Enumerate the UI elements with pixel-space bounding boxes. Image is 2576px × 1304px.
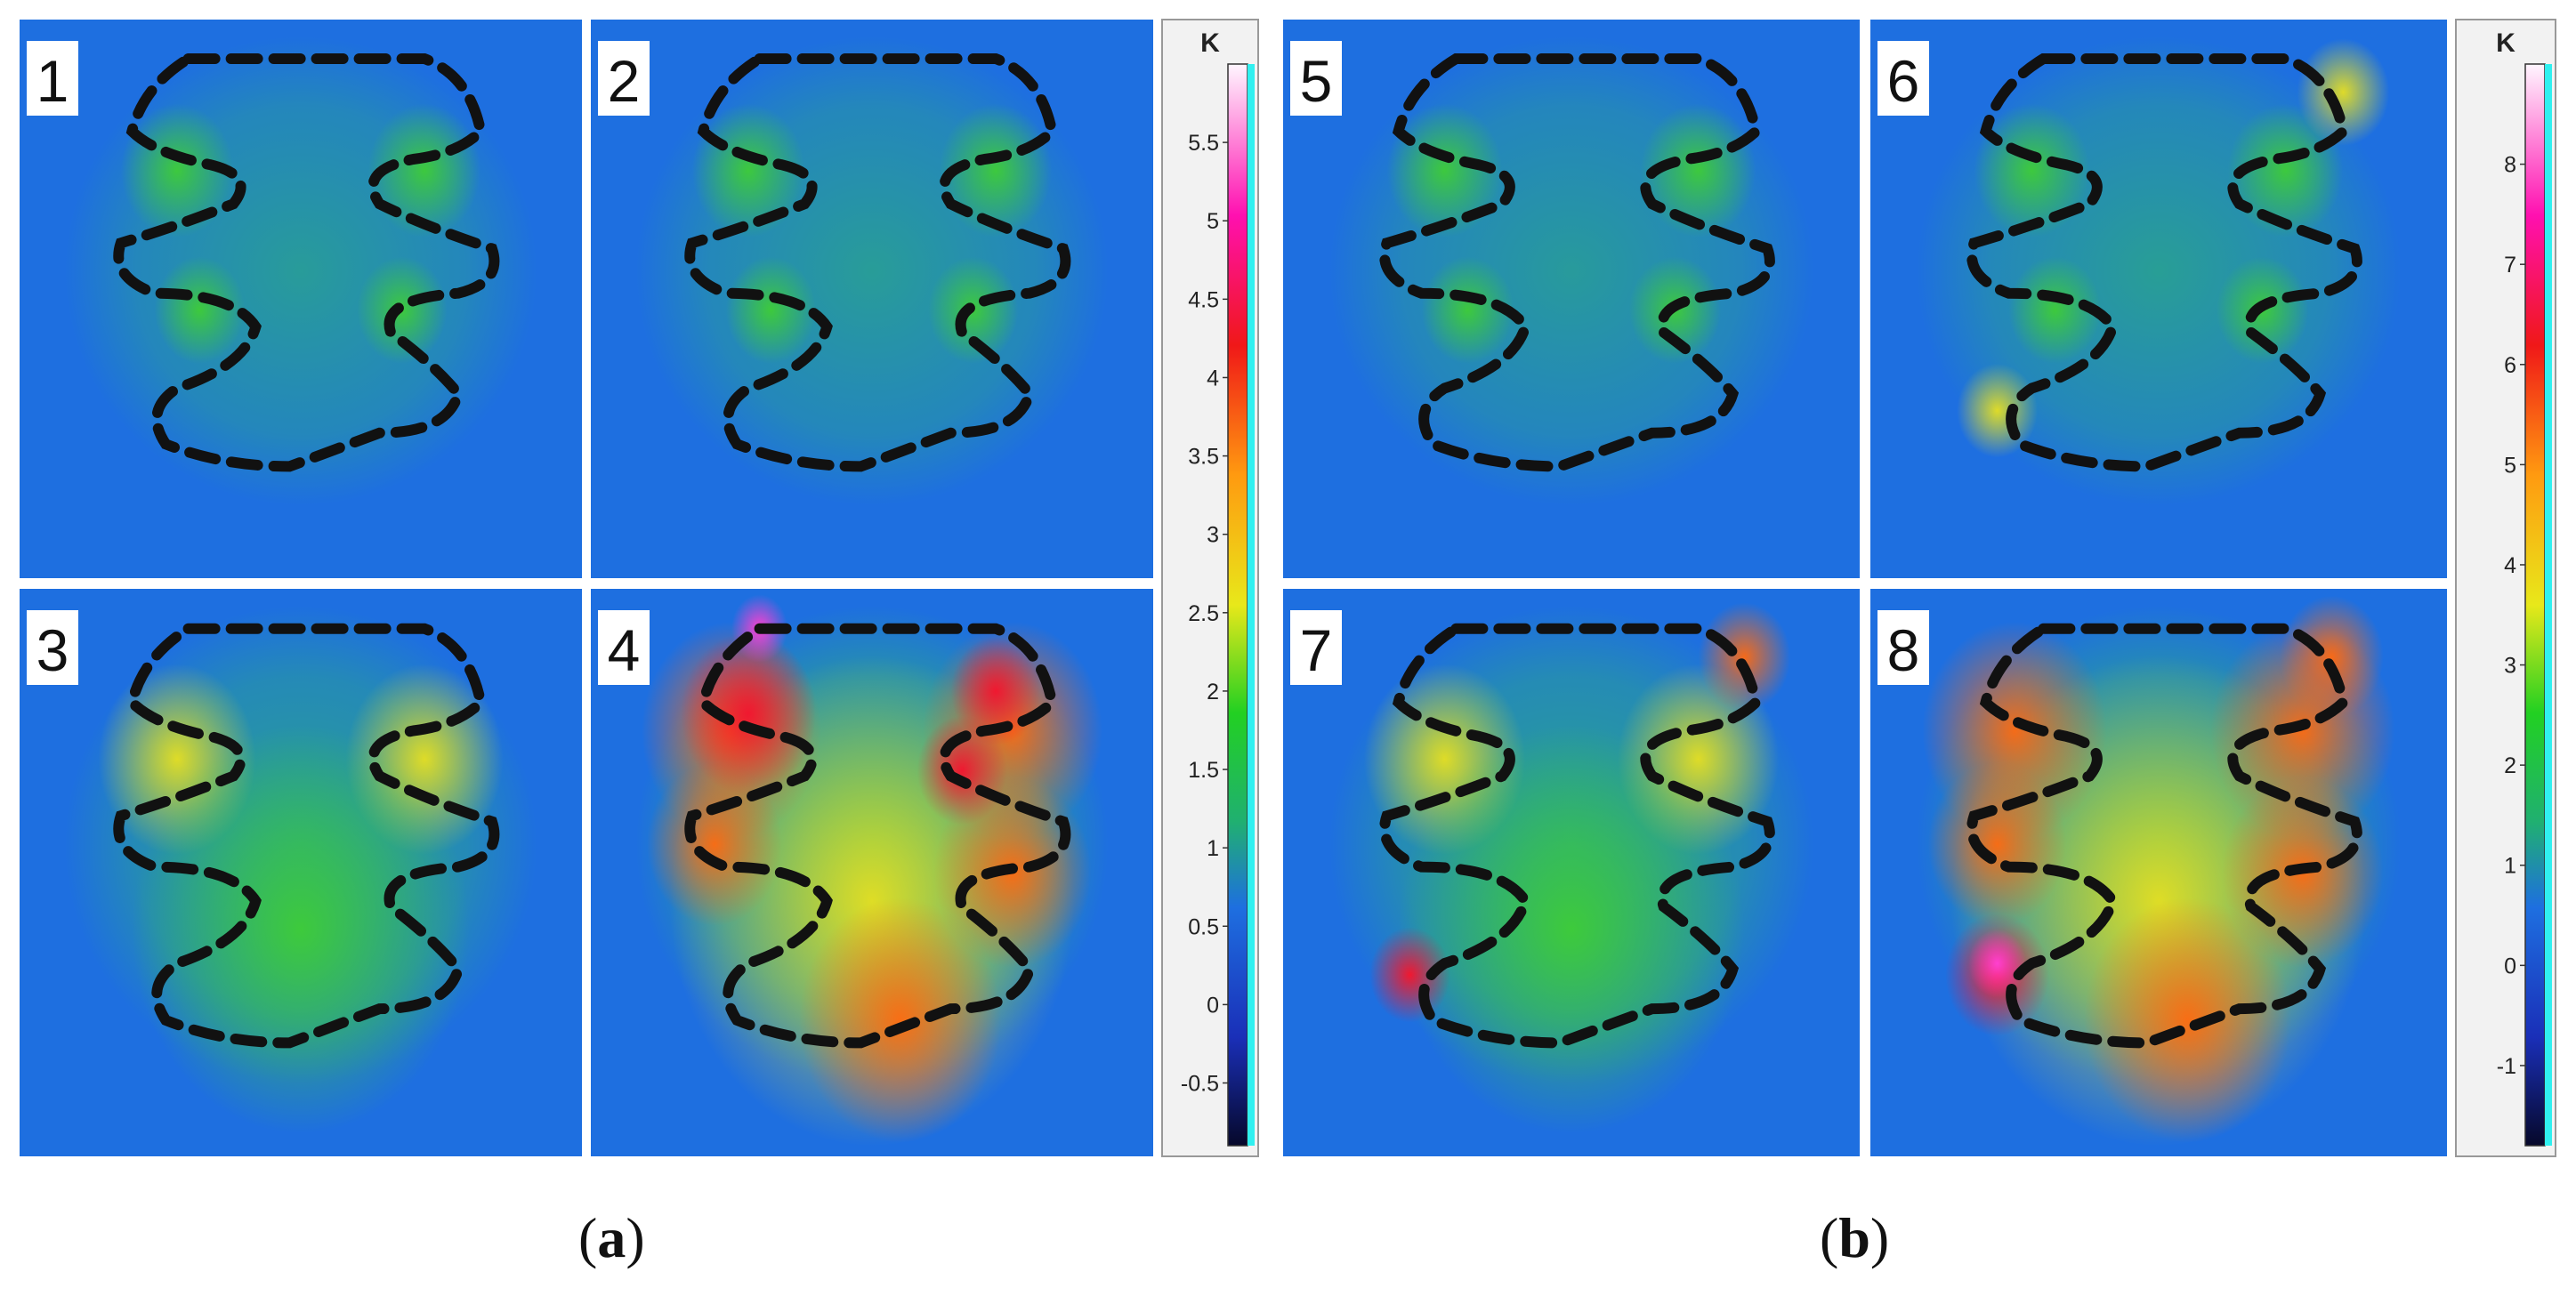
colorbar-tick-label: 3.5 [1188,445,1219,470]
frame-number-label: 3 [36,617,69,683]
thermal-frame-8: 8 [1870,589,2447,1156]
frame-number-label: 7 [1300,617,1333,683]
contour-outline [684,623,1071,1049]
colorbar-gradient [2524,63,2546,1147]
colorbar-tick-label: -1 [2497,1054,2516,1079]
frame-number-label: 8 [1887,617,1920,683]
body-glow [1328,36,1814,506]
frame-number-label: 1 [36,48,69,114]
colorbar-gradient [1227,63,1248,1147]
hot-spot [1927,762,2067,926]
frame-number-label: 6 [1887,48,1920,114]
hot-spot [1974,103,2090,237]
hot-spot [1369,927,1450,1023]
colorbar-tick-label: 2.5 [1188,601,1219,626]
thermal-frame-4: 4 [591,589,1153,1156]
frame-label-box [1877,610,1929,685]
hot-spot [120,103,234,237]
colorbar-unit: K [2496,28,2515,58]
colorbar-tick-label: 3 [1207,523,1219,548]
frame-number-label: 5 [1300,48,1333,114]
colorbar-tick-label: 0 [1207,993,1219,1018]
colorbar-a: K 5.5 5 4.5 4 3.5 3 2.5 2 1.5 1 0.5 0 -0.5 [1161,19,1259,1157]
hot-spot [725,256,816,364]
panel-a-caption: (a) [578,1206,645,1269]
body-glow [635,36,1109,506]
colorbar-tick-label: 0 [2504,954,2516,978]
frame-label-box [27,41,78,116]
colorbar-tick-label: 5 [2504,453,2516,478]
thermal-frame-2: 2 [591,20,1153,578]
contour-outline [1379,623,1775,1049]
hot-spot [1698,602,1791,712]
thermal-frame-7: 7 [1283,589,1860,1156]
frame-label-box [27,610,78,685]
hot-spot [798,898,1002,1143]
contour-outline [684,53,1071,472]
thermal-frame-6: 6 [1870,20,2447,578]
colorbar-tick-label: 8 [2504,153,2516,178]
colorbar-b: K 8 7 6 5 4 3 2 1 0 -1 [2455,19,2556,1157]
hot-spot [1640,103,1756,237]
colorbar-tick-label: 4.5 [1188,287,1219,312]
colorbar-tick-label: 3 [2504,654,2516,679]
hot-spot [2280,595,2384,719]
frame-label-box [598,41,650,116]
colorbar-tick-label: 1.5 [1188,758,1219,783]
colorbar-tick-label: 1 [2504,854,2516,879]
colorbar-tick-label: 5.5 [1188,131,1219,156]
colorbar-unit: K [1200,28,1220,58]
hot-spot [1421,256,1514,364]
contour-outline [1966,623,2362,1049]
contour-outline [1966,53,2362,472]
thermal-frame-1: 1 [20,20,582,578]
colorbar-edge [2545,64,2552,1146]
contour-outline [1379,53,1775,472]
hot-spot [2083,898,2292,1143]
colorbar-tick-label: 5 [1207,209,1219,234]
colorbar-edge [1248,64,1255,1146]
colorbar-tick-label: 0.5 [1188,914,1219,939]
colorbar-tick-label: 4 [1207,366,1219,390]
hot-spot [917,715,1007,825]
hot-spot [939,103,1053,237]
colorbar-tick-label: 2 [1207,680,1219,704]
body-glow [64,36,537,506]
hot-spot [1968,929,2026,998]
hot-spot [2008,256,2102,364]
hot-spot [691,103,805,237]
colorbar-tick-label: 6 [2504,353,2516,378]
colorbar-tick-label: 2 [2504,753,2516,778]
colorbar-tick-label: 4 [2504,553,2516,578]
hot-spot [367,103,481,237]
hot-spot [647,762,782,926]
frame-label-box [1877,41,1929,116]
frame-label-box [1290,41,1342,116]
thermal-frame-3: 3 [20,589,582,1156]
frame-label-box [598,610,650,685]
thermal-frame-5: 5 [1283,20,1860,578]
colorbar-tick-label: -0.5 [1181,1072,1219,1097]
contour-outline [113,53,500,472]
frame-label-box [1290,610,1342,685]
colorbar-tick-label: 1 [1207,836,1219,861]
frame-number-label: 4 [608,617,641,683]
contour-outline [113,623,500,1049]
hot-spot [2297,38,2390,146]
hot-spot [1386,103,1503,237]
colorbar-tick-label: 7 [2504,253,2516,278]
hot-spot [154,256,245,364]
hot-spot [2227,103,2344,237]
frame-number-label: 2 [608,48,641,114]
panel-b-caption: (b) [1820,1206,1890,1269]
